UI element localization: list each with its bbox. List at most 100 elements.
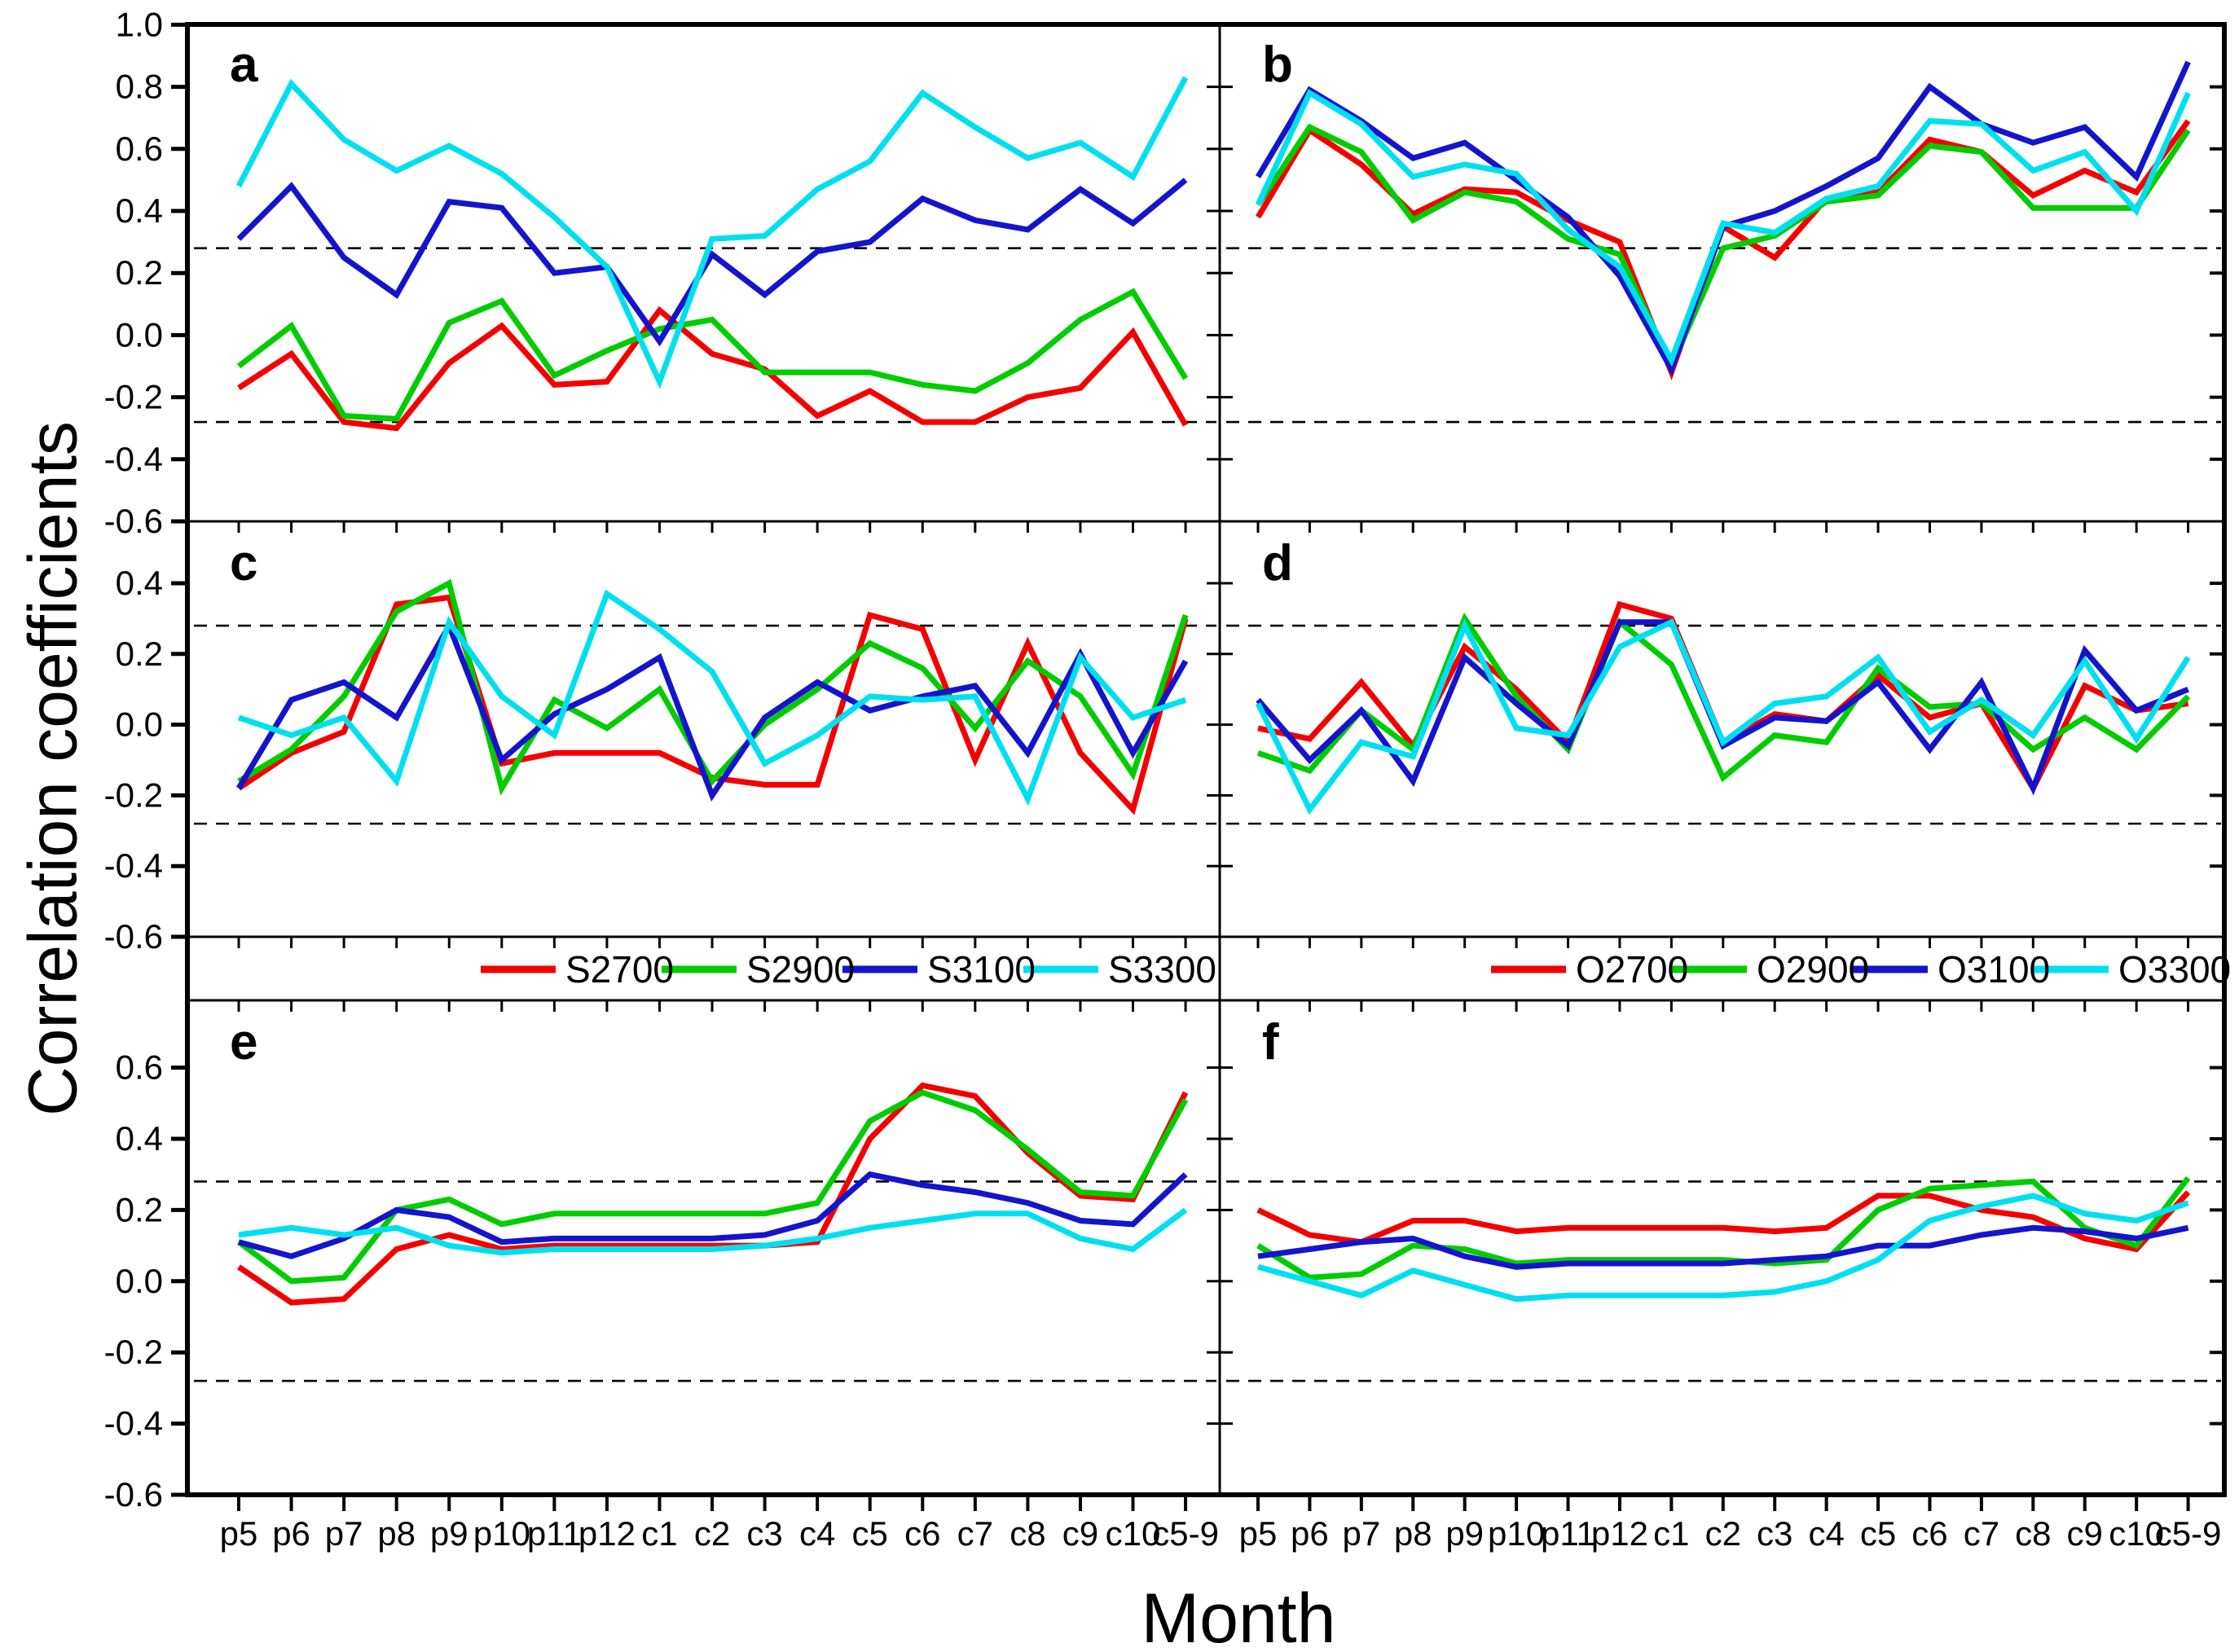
x-tick-label: c8 — [2015, 1514, 2051, 1553]
series-line-S2900 — [237, 578, 1189, 796]
y-tick-label: -0.2 — [104, 378, 163, 416]
panel-e — [194, 1082, 1216, 1382]
x-tick-label: c5 — [852, 1514, 888, 1553]
legend-label-O2900: O2900 — [1757, 948, 1869, 991]
y-tick-label: -0.4 — [104, 1404, 163, 1443]
x-tick-label: c1 — [1653, 1514, 1689, 1553]
x-tick-label: p7 — [1342, 1514, 1380, 1553]
x-tick-label: c5-9 — [1152, 1514, 1219, 1553]
series-line-S2900 — [236, 288, 1189, 422]
y-tick-label: -0.6 — [104, 917, 163, 956]
x-tick-label: c7 — [957, 1514, 993, 1553]
x-tick-label: c5 — [1860, 1514, 1896, 1553]
panel-c — [194, 578, 1216, 825]
x-tick-label: p8 — [377, 1514, 416, 1553]
panel-letter-d: d — [1262, 535, 1293, 591]
x-tick-label: p12 — [1591, 1514, 1648, 1553]
legend-label-O3100: O3100 — [1938, 948, 2050, 991]
legend-label-S2900: S2900 — [746, 948, 855, 991]
x-tick-label: p5 — [1239, 1514, 1278, 1553]
x-axis-title: Month — [1141, 1580, 1336, 1652]
y-tick-label: 0.4 — [116, 1119, 163, 1158]
y-tick-label: -0.2 — [104, 775, 163, 814]
y-tick-label: 0.4 — [116, 564, 163, 602]
x-tick-label: c6 — [904, 1514, 940, 1553]
series-line-O2900 — [1256, 1175, 2191, 1281]
y-tick-label: 0.2 — [116, 253, 163, 292]
panel-d — [1226, 600, 2221, 825]
y-tick-label: -0.2 — [104, 1333, 163, 1371]
y-tick-label: 0.0 — [116, 705, 163, 744]
panel-frame — [185, 22, 2227, 1497]
panel-letter-b: b — [1262, 37, 1293, 93]
x-tick-label: p11 — [527, 1514, 582, 1553]
y-tick-label: 0.0 — [116, 315, 163, 354]
panel-a — [194, 76, 1216, 432]
x-tick-label: p10 — [473, 1514, 530, 1553]
x-tick-label: p5 — [220, 1514, 258, 1553]
series-line-S2700 — [237, 305, 1189, 432]
x-tick-label: p10 — [1488, 1514, 1545, 1553]
panel-letter-f: f — [1262, 1014, 1279, 1070]
series-line-S3100 — [235, 619, 1189, 802]
y-tick-label: 0.6 — [116, 130, 163, 168]
x-tick-label: c4 — [799, 1514, 835, 1553]
x-tick-label: c2 — [694, 1514, 730, 1553]
series-line-O2700 — [1256, 1190, 2191, 1253]
x-tick-label: c8 — [1010, 1514, 1045, 1553]
y-tick-label: 0.2 — [116, 1190, 163, 1228]
y-tick-label: 0.8 — [116, 68, 163, 106]
x-tick-label: c7 — [1964, 1514, 1999, 1553]
x-tick-label: p9 — [1445, 1514, 1484, 1553]
y-tick-label: -0.4 — [104, 846, 163, 885]
y-tick-label: 1.0 — [116, 5, 163, 43]
x-tick-label: p6 — [1291, 1514, 1329, 1553]
x-tick-label: c4 — [1808, 1514, 1844, 1553]
legend-label-S2700: S2700 — [565, 948, 674, 991]
x-tick-label: p7 — [325, 1514, 363, 1553]
panel-letter-c: c — [230, 535, 257, 591]
x-tick-label: p8 — [1394, 1514, 1432, 1553]
series-line-O2900 — [1256, 123, 2191, 374]
series-line-S3100 — [236, 178, 1188, 347]
x-tick-label: p9 — [430, 1514, 468, 1553]
x-tick-label: p11 — [1541, 1514, 1595, 1553]
legend-label-S3300: S3300 — [1108, 948, 1216, 991]
legend-label-S3100: S3100 — [927, 948, 1036, 991]
x-tick-label: c10 — [2109, 1514, 2164, 1553]
series-line-S3300 — [238, 1207, 1188, 1256]
y-tick-label: 0.2 — [116, 635, 163, 673]
x-tick-label: c3 — [1757, 1514, 1793, 1553]
panel-f — [1226, 1175, 2221, 1382]
x-tick-label: c2 — [1705, 1514, 1741, 1553]
y-tick-label: -0.6 — [104, 1475, 163, 1514]
legend-label-O2700: O2700 — [1576, 948, 1688, 991]
x-tick-label: c1 — [641, 1514, 677, 1553]
y-tick-label: 0.6 — [116, 1048, 163, 1087]
y-tick-label: -0.4 — [104, 440, 163, 478]
x-tick-label: c6 — [1911, 1514, 1947, 1553]
x-tick-label: c10 — [1106, 1514, 1161, 1553]
x-tick-label: c9 — [2067, 1514, 2103, 1553]
panel-letter-a: a — [230, 37, 258, 93]
series-line-O3300 — [1255, 89, 2191, 367]
series-line-S3100 — [238, 1171, 1188, 1259]
series-line-O3100 — [1257, 1224, 2189, 1270]
panel-letter-e: e — [230, 1014, 257, 1070]
x-tick-label: c5-9 — [2155, 1514, 2222, 1553]
y-tick-label: 0.4 — [116, 191, 163, 230]
series-line-S3300 — [237, 589, 1187, 806]
series-line-O3300 — [1257, 1193, 2189, 1303]
series-line-O3300 — [1255, 617, 2191, 815]
x-tick-label: p12 — [578, 1514, 636, 1553]
x-tick-label: p6 — [272, 1514, 310, 1553]
series-line-S3300 — [235, 76, 1189, 389]
y-tick-label: -0.6 — [104, 502, 163, 540]
x-tick-label: c9 — [1062, 1514, 1098, 1553]
y-tick-label: 0.0 — [116, 1262, 163, 1300]
panel-b — [1226, 60, 2221, 424]
legend-label-O3300: O3300 — [2118, 948, 2231, 991]
y-axis-title: Correlation coefficients — [14, 421, 91, 1116]
